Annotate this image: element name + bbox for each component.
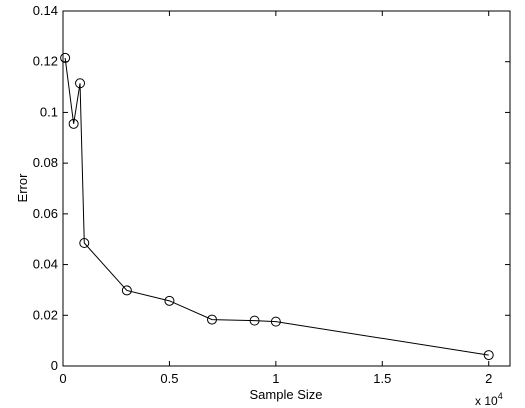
y-tick-label: 0.06 (33, 206, 58, 221)
data-point (60, 52, 71, 63)
x-axis-multiplier-base: x 10 (475, 394, 498, 408)
x-tick-label: 1.5 (373, 371, 391, 386)
data-point (68, 118, 79, 129)
x-axis-multiplier: x 104 (475, 391, 503, 408)
y-tick-label: 0.04 (33, 257, 58, 272)
y-tick-label: 0.14 (33, 3, 58, 18)
data-point (79, 238, 90, 249)
y-axis-label: Error (15, 173, 30, 203)
data-point (483, 350, 494, 361)
y-axis-ticks: 0 0.02 0.04 0.06 0.08 0.1 0.12 0.14 (33, 3, 510, 373)
series-line (64, 57, 489, 356)
y-tick-label: 0 (51, 358, 58, 373)
x-axis-label: Sample Size (250, 387, 323, 402)
x-tick-label: 2 (485, 371, 492, 386)
x-axis-ticks: 0 0.5 1 1.5 2 (59, 11, 492, 386)
x-tick-label: 0 (59, 371, 66, 386)
y-tick-label: 0.08 (33, 155, 58, 170)
data-point (207, 314, 217, 325)
series-markers (60, 52, 494, 361)
x-axis-multiplier-exponent: 4 (498, 391, 503, 401)
y-tick-label: 0.02 (33, 307, 58, 322)
data-point (121, 285, 132, 296)
data-point (270, 316, 281, 327)
x-tick-label: 0.5 (160, 371, 178, 386)
data-point (75, 78, 86, 89)
x-tick-label: 1 (272, 371, 279, 386)
y-tick-label: 0.12 (33, 54, 58, 69)
data-point (164, 295, 175, 306)
data-point (249, 315, 260, 326)
y-tick-label: 0.1 (40, 104, 58, 119)
plot-area (62, 10, 511, 367)
